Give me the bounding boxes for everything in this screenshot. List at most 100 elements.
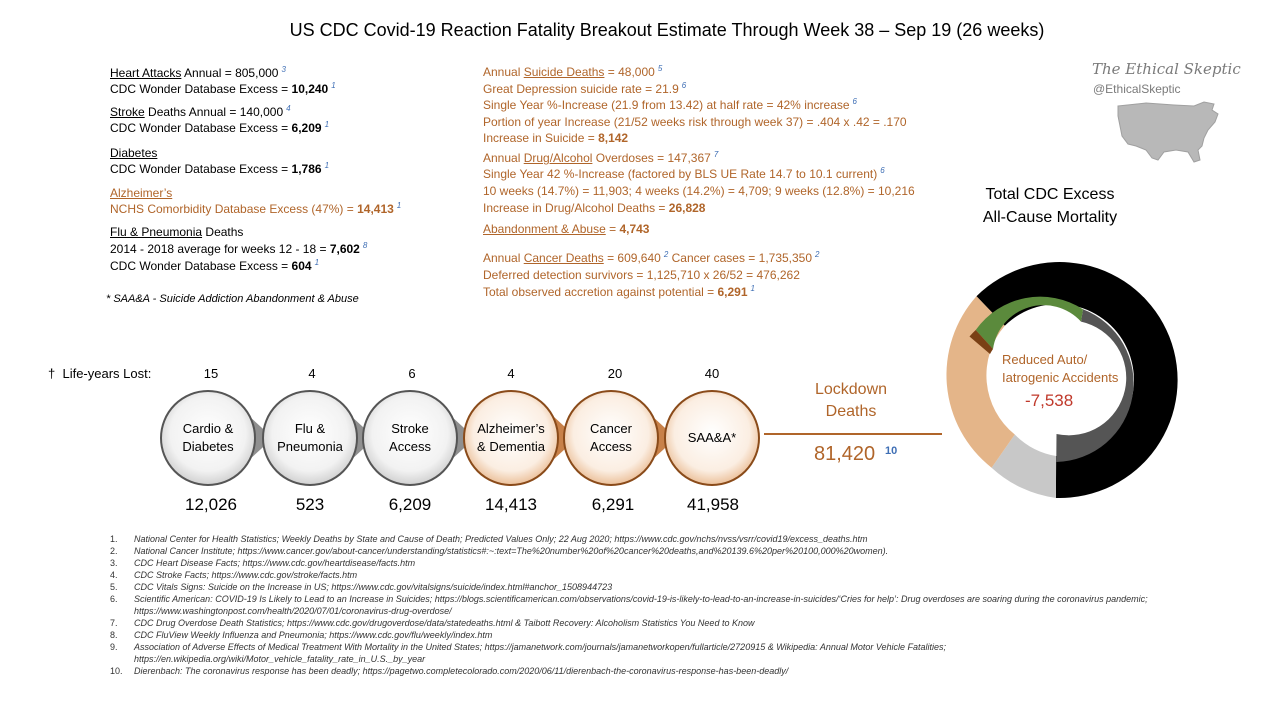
donut-value: -7,538 xyxy=(1025,391,1074,410)
us-map-icon xyxy=(1117,101,1219,163)
footnote-text: CDC FluView Weekly Influenza and Pneumon… xyxy=(134,630,493,640)
diabetes-title-line: Diabetes xyxy=(110,146,157,161)
footnote: 9. Association of Adverse Effects of Medi… xyxy=(110,641,1170,665)
flu-title-suffix: Deaths xyxy=(202,225,244,239)
suicide-value: = 48,000 xyxy=(604,65,655,79)
diabetes-excess-prefix: CDC Wonder Database Excess = xyxy=(110,162,292,176)
life-years-value: 40 xyxy=(704,366,720,381)
alzheimers-title-line: Alzheimer’s xyxy=(110,186,172,201)
flu-title: Flu & Pneumonia xyxy=(110,225,203,239)
footnote-number: 6. xyxy=(110,594,118,604)
lockdown-ref: 10 xyxy=(885,445,898,457)
depression-text: Great Depression suicide rate = 21.9 xyxy=(483,82,679,96)
stroke-annual: Deaths Annual = 140,000 xyxy=(144,105,284,119)
category-count: 6,209 xyxy=(388,495,432,514)
single-year-ref: 6 xyxy=(852,97,857,106)
stroke-title: Stroke xyxy=(110,105,145,119)
life-years-label-text: Life-years Lost: xyxy=(62,366,152,381)
footnote-text: Dierenbach: The coronavirus response has… xyxy=(134,666,789,676)
portion-line: Portion of year Increase (21/52 weeks ri… xyxy=(483,115,907,129)
inner-grey-segment xyxy=(1056,309,1134,462)
footnote-number: 1. xyxy=(110,534,118,544)
drug-value: Overdoses = 147,367 xyxy=(592,151,711,165)
category-name: Stroke xyxy=(391,421,429,436)
inner-brown-segment xyxy=(969,330,993,354)
outer-ring xyxy=(946,262,1178,499)
single-year-line: Single Year %-Increase (21.9 from 13.42)… xyxy=(483,98,857,113)
category-count: 12,026 xyxy=(185,495,237,514)
cancer-value: = 609,640 xyxy=(603,251,661,265)
heart-excess-value: 10,240 xyxy=(291,82,329,96)
footnote-number: 7. xyxy=(110,618,118,628)
dagger-icon: † xyxy=(48,366,56,381)
life-years-value: 4 xyxy=(308,366,316,381)
stroke-excess-ref: 1 xyxy=(324,120,330,129)
heart-excess-line: CDC Wonder Database Excess = 10,240 1 xyxy=(110,82,336,97)
donut-title: Total CDC Excess All-Cause Mortality xyxy=(960,183,1140,229)
category-name: Access xyxy=(590,439,632,454)
deferred-line: Deferred detection survivors = 1,125,710… xyxy=(483,268,800,282)
life-years-value: 6 xyxy=(408,366,416,381)
abandon-value-prefix: = xyxy=(605,222,620,236)
lockdown-label-line1: Lockdown xyxy=(814,381,888,398)
stroke-excess-prefix: CDC Wonder Database Excess = xyxy=(110,121,292,135)
suicide-prefix: Annual xyxy=(483,65,524,79)
stroke-ref: 4 xyxy=(286,104,291,113)
brand-name: The Ethical Skeptic xyxy=(1092,60,1241,78)
footnote: 1. National Center for Health Statistics;… xyxy=(110,533,1170,545)
category-name: Cancer xyxy=(590,421,632,436)
drug-title: Drug/Alcohol xyxy=(523,151,593,165)
stroke-annual-line: Stroke Deaths Annual = 140,000 4 xyxy=(110,105,291,120)
donut-title-line1: Total CDC Excess xyxy=(985,186,1115,203)
outer-black-segment xyxy=(976,262,1178,499)
heart-annual: Annual = 805,000 xyxy=(181,66,279,80)
cancer-ref: 2 xyxy=(663,250,669,259)
diabetes-excess-line: CDC Wonder Database Excess = 1,786 1 xyxy=(110,162,329,177)
flu-excess-ref: 1 xyxy=(314,258,320,267)
flu-average-line: 2014 - 2018 average for weeks 12 - 18 = … xyxy=(110,242,367,257)
lockdown-value: 81,420 xyxy=(814,443,876,465)
heart-annual-line: Heart Attacks Annual = 805,000 3 xyxy=(110,66,286,81)
suicide-increase-prefix: Increase in Suicide = xyxy=(483,131,599,145)
stroke-excess-line: CDC Wonder Database Excess = 6,209 1 xyxy=(110,121,329,136)
outer-peach-segment xyxy=(946,296,1015,468)
suicide-title: Suicide Deaths xyxy=(523,65,605,79)
footnote-text: CDC Stroke Facts; https://www.cdc.gov/st… xyxy=(134,570,358,580)
drug-ref: 7 xyxy=(713,150,719,159)
heart-excess-prefix: CDC Wonder Database Excess = xyxy=(110,82,292,96)
life-years-value: 15 xyxy=(203,366,219,381)
category-name: Access xyxy=(389,439,431,454)
flu-excess-value: 604 xyxy=(291,259,312,273)
accretion-ref: 1 xyxy=(750,284,755,293)
abandon-title: Abandonment & Abuse xyxy=(483,222,606,236)
drug-increase-prefix: Increase in Drug/Alcohol Deaths = xyxy=(483,201,669,215)
category-name: & Dementia xyxy=(477,439,545,454)
flu-average-prefix: 2014 - 2018 average for weeks 12 - 18 = xyxy=(110,242,330,256)
brand-handle: @EthicalSkeptic xyxy=(1093,82,1181,96)
heart-excess-ref: 1 xyxy=(331,81,336,90)
drug-single-text: Single Year 42 %-Increase (factored by B… xyxy=(483,167,878,181)
category-circle-stroke-access: Stroke Access xyxy=(362,390,458,486)
footnote-number: 8. xyxy=(110,630,118,640)
drug-increase-value: 26,828 xyxy=(668,201,706,215)
abandon-line: Abandonment & Abuse = 4,743 xyxy=(483,222,649,237)
life-years-value: 20 xyxy=(607,366,623,381)
inner-green-segment xyxy=(975,296,1083,349)
category-count: 6,291 xyxy=(591,495,635,514)
footnote-text: CDC Heart Disease Facts; https://www.cdc… xyxy=(134,558,416,568)
footnote: 7. CDC Drug Overdose Death Statistics; ht… xyxy=(110,617,1170,629)
category-name: Flu & xyxy=(294,421,326,436)
footnote-text: CDC Drug Overdose Death Statistics; http… xyxy=(134,618,755,628)
category-count: 14,413 xyxy=(485,495,537,514)
donut-annotation: Reduced Auto/ Iatrogenic Accidents xyxy=(1002,351,1118,387)
footnote-text: National Center for Health Statistics; W… xyxy=(134,534,868,544)
inner-ring xyxy=(969,296,1134,462)
suicide-increase-value: 8,142 xyxy=(598,131,629,145)
flu-average-value: 7,602 xyxy=(329,242,360,256)
footnote-text: Association of Adverse Effects of Medica… xyxy=(134,642,947,664)
single-year-text: Single Year %-Increase (21.9 from 13.42)… xyxy=(483,98,850,112)
saaa-note: * SAA&A - Suicide Addiction Abandonment … xyxy=(106,293,359,305)
footnote: 2. National Cancer Institute; https://www… xyxy=(110,545,1170,557)
lockdown-label: Lockdown Deaths xyxy=(800,379,902,423)
diabetes-title: Diabetes xyxy=(110,146,158,160)
